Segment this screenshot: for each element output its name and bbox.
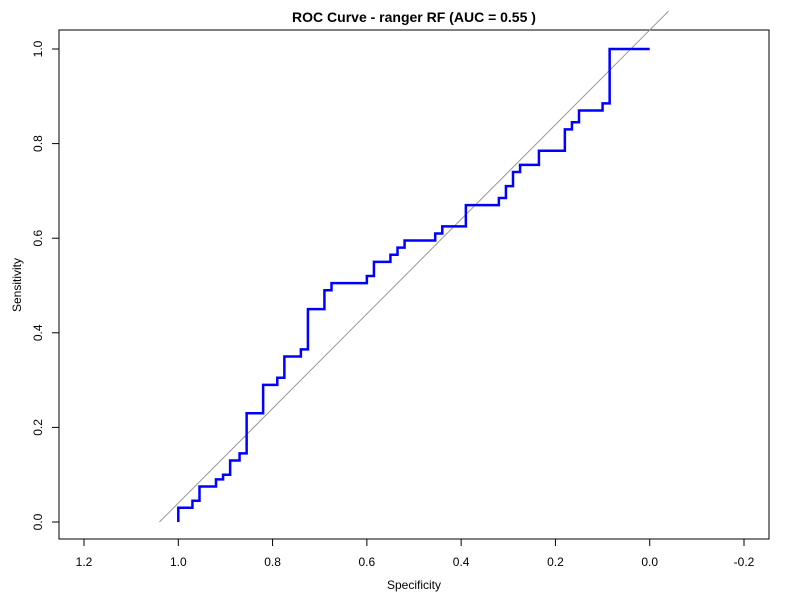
x-tick-label: 0.6 [359, 555, 376, 569]
x-tick-label: 0.0 [641, 555, 658, 569]
x-tick-label: 1.2 [76, 555, 93, 569]
plot-frame [58, 29, 770, 540]
x-tick-label: 1.0 [170, 555, 187, 569]
roc-curve-line [177, 47, 650, 522]
y-tick-label: 0.4 [31, 324, 45, 341]
y-tick-label: 1.0 [31, 40, 45, 57]
chance-diagonal-line [159, 10, 669, 523]
x-tick-label: 0.4 [453, 555, 470, 569]
x-tick-label: 0.8 [264, 555, 281, 569]
y-tick-label: 0.0 [31, 513, 45, 530]
y-tick-label: 0.8 [31, 135, 45, 152]
x-axis: 1.2 1.0 0.8 0.6 0.4 0.2 0.0 -0.2 [76, 538, 755, 569]
y-tick-label: 0.6 [31, 230, 45, 247]
x-tick-label: 0.2 [547, 555, 564, 569]
x-axis-label: Specificity [387, 578, 441, 592]
x-tick-label: -0.2 [734, 555, 755, 569]
y-axis: 0.0 0.2 0.4 0.6 0.8 1.0 [31, 40, 60, 530]
plot-area [159, 10, 669, 523]
y-tick-label: 0.2 [31, 419, 45, 436]
chart-title: ROC Curve - ranger RF (AUC = 0.55 ) [292, 9, 536, 25]
y-axis-label: Sensitivity [10, 258, 24, 312]
